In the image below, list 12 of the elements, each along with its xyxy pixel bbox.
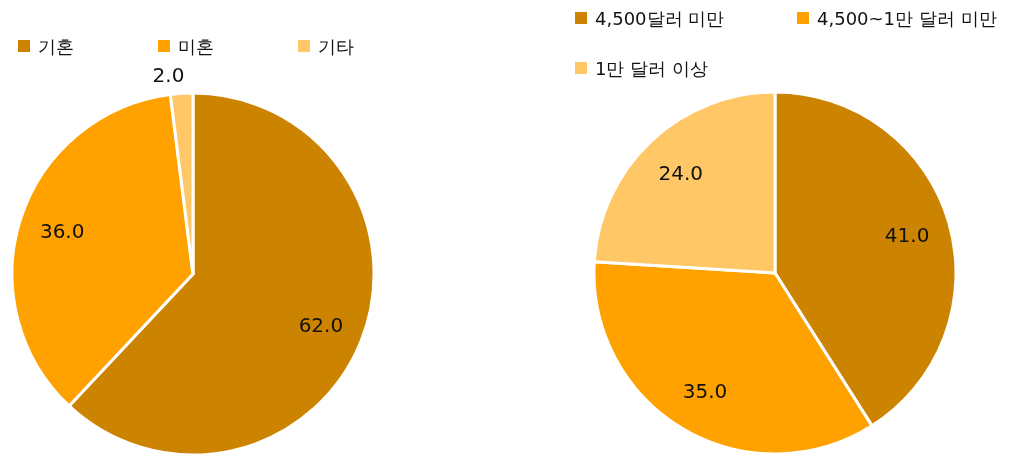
legend-label: 기혼 (38, 35, 74, 57)
legend-label: 기타 (318, 35, 354, 57)
data-label: 24.0 (658, 160, 704, 185)
legend-label: 4,500~1만 달러 미만 (817, 7, 997, 29)
data-label: 36.0 (39, 219, 85, 244)
data-label: 35.0 (682, 379, 728, 404)
legend-label: 1만 달러 이상 (595, 57, 708, 79)
legend-label: 4,500달러 미만 (595, 7, 725, 29)
data-label: 62.0 (298, 312, 344, 337)
data-label: 41.0 (884, 222, 930, 247)
data-label: 2.0 (152, 63, 185, 88)
legend-label: 미혼 (178, 35, 214, 57)
